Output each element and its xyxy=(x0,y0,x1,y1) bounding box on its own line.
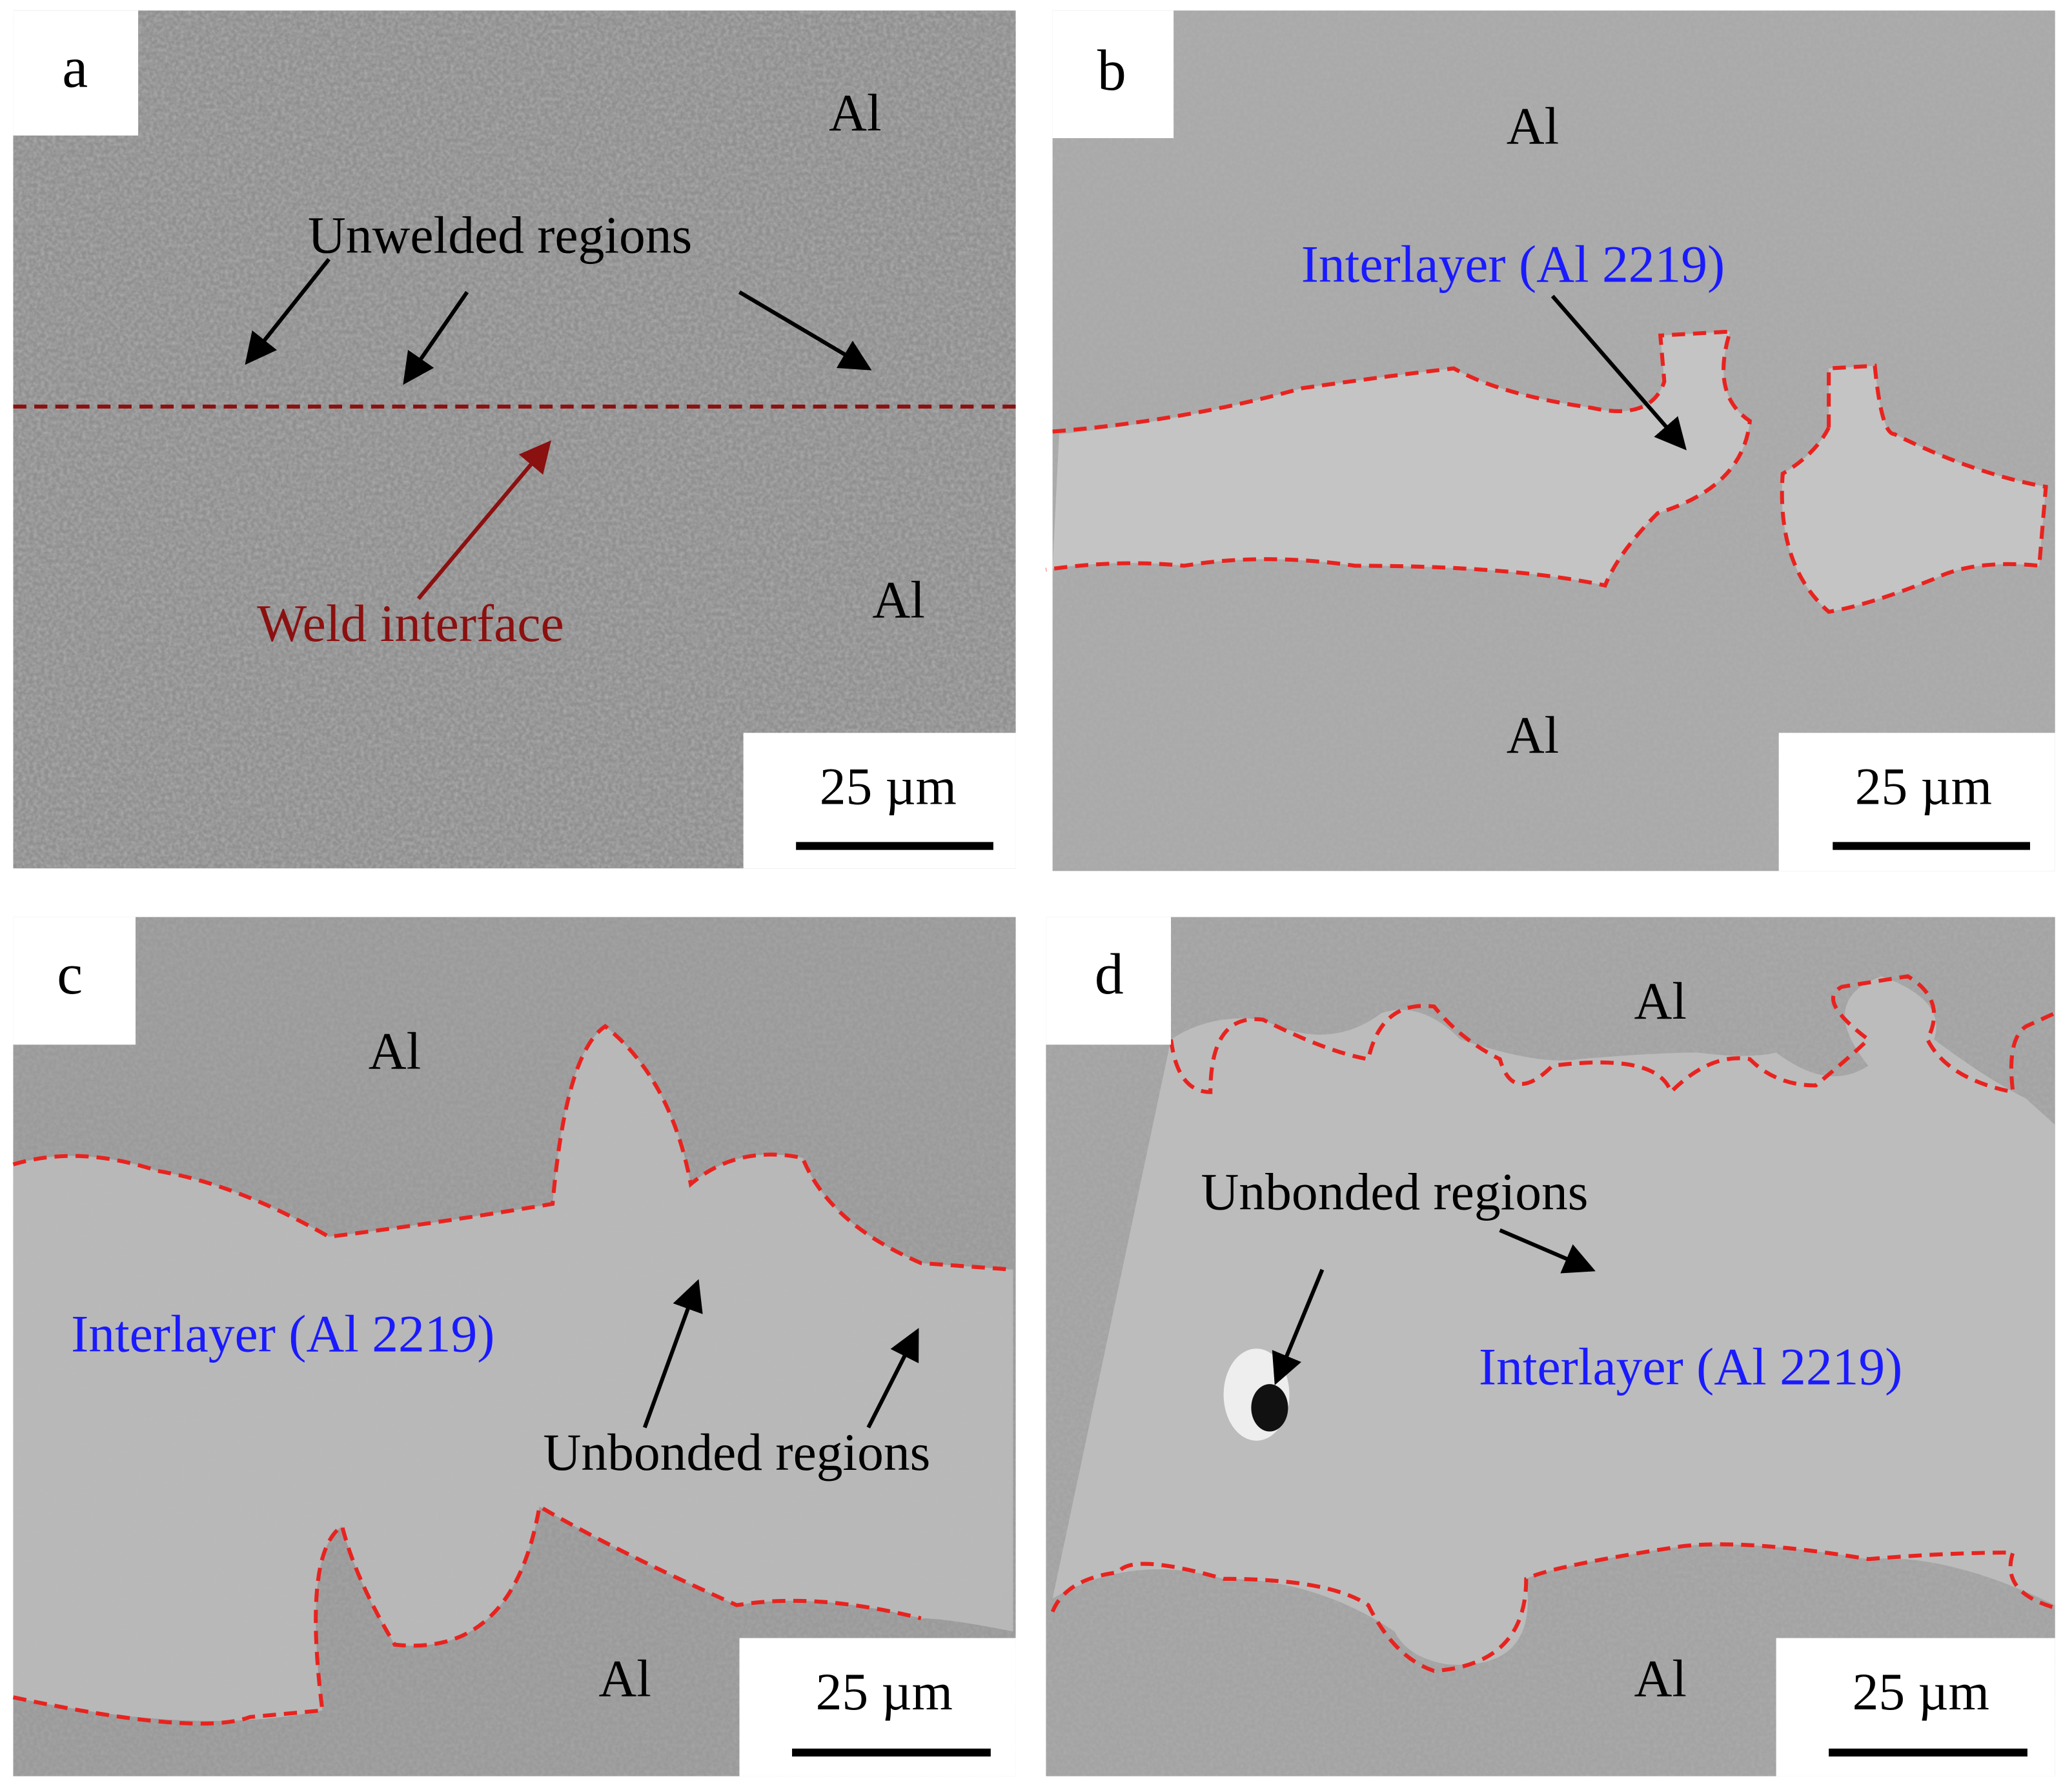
annotation: Interlayer (Al 2219) xyxy=(1479,1338,1902,1396)
annotation: Al xyxy=(1634,1649,1687,1708)
boundary xyxy=(1050,1542,2056,1673)
annotation: Al xyxy=(1507,706,1560,764)
scale-label: 25 µm xyxy=(816,1662,953,1721)
interlayer xyxy=(1782,365,2046,612)
label-box xyxy=(13,917,136,1045)
annotation: Unbonded regions xyxy=(543,1423,930,1481)
boundary xyxy=(1045,329,1753,588)
arrow xyxy=(403,290,469,385)
boundary xyxy=(12,1503,922,1726)
panel-label: c xyxy=(57,942,83,1006)
scale-bar: 25 µm xyxy=(743,733,1016,869)
texture xyxy=(1046,917,2055,1777)
boundary xyxy=(1780,363,2048,615)
arrow xyxy=(1550,294,1687,451)
arrow xyxy=(1499,1228,1596,1274)
arrow xyxy=(245,258,331,365)
annotation: Al xyxy=(369,1021,422,1080)
label-box xyxy=(1052,10,1174,139)
panel-d xyxy=(1046,917,2056,1777)
panel-b xyxy=(1045,10,2055,871)
label-box xyxy=(1046,917,1172,1045)
scale-bar: 25 µm xyxy=(1776,1638,2055,1777)
annotation: Interlayer (Al 2219) xyxy=(1301,235,1725,294)
scale-label: 25 µm xyxy=(1853,1662,1989,1721)
texture xyxy=(13,917,1016,1777)
scale-bar: 25 µm xyxy=(739,1638,1016,1777)
panel-label: b xyxy=(1097,39,1126,103)
arrow xyxy=(416,440,551,600)
annotation: Al xyxy=(829,83,882,142)
annotation: Interlayer (Al 2219) xyxy=(71,1305,494,1363)
annotation: Al xyxy=(598,1649,651,1708)
texture xyxy=(13,10,1016,869)
annotation: Weld interface xyxy=(257,594,564,653)
boundary xyxy=(1169,974,2056,1096)
arrow xyxy=(642,1279,703,1429)
annotation: Al xyxy=(1634,972,1687,1030)
label-box xyxy=(13,10,139,136)
interlayer xyxy=(1052,331,1750,585)
scale-bar: 25 µm xyxy=(1778,733,2055,871)
arrow xyxy=(738,290,872,371)
panel-label: a xyxy=(62,36,88,100)
annotation: Al xyxy=(1507,97,1560,156)
boundary xyxy=(12,1023,1013,1272)
panel-c xyxy=(12,917,1016,1777)
arrow xyxy=(1272,1268,1325,1385)
annotation: Unbonded regions xyxy=(1201,1162,1589,1221)
panel-a xyxy=(13,10,1016,869)
scale-label: 25 µm xyxy=(820,757,957,816)
arrow xyxy=(866,1328,919,1429)
scale-label: 25 µm xyxy=(1855,757,1992,816)
annotation: Unwelded regions xyxy=(308,206,692,265)
panel-label: d xyxy=(1095,942,1124,1006)
void xyxy=(1251,1384,1288,1432)
annotation: Al xyxy=(872,570,925,629)
